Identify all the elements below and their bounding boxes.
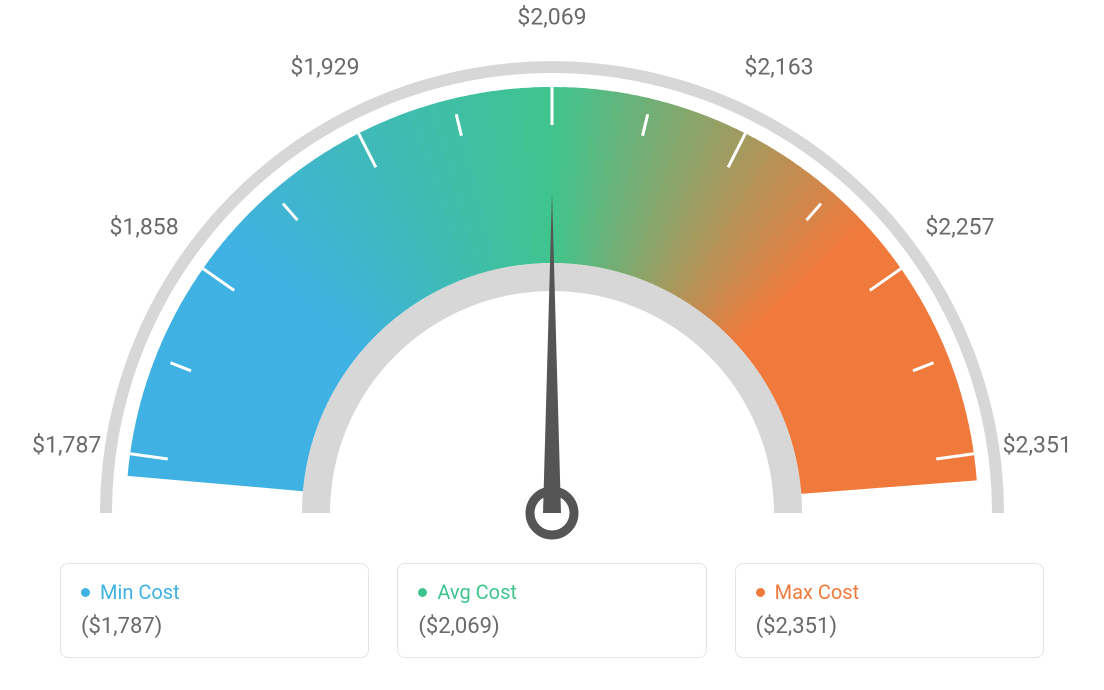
- gauge-tick-label: $1,929: [290, 54, 359, 81]
- chart-container: $1,787 $1,858 $1,929 $2,069 $2,163 $2,257 $2,3…: [0, 0, 1104, 690]
- avg-dot-icon: [418, 588, 427, 597]
- gauge-tick-label: $1,787: [32, 431, 101, 458]
- max-cost-title: Max Cost: [775, 580, 860, 604]
- gauge-tick-label: $2,351: [1003, 431, 1072, 458]
- avg-cost-title: Avg Cost: [437, 580, 517, 604]
- min-dot-icon: [81, 588, 90, 597]
- min-cost-title: Min Cost: [100, 580, 180, 604]
- max-dot-icon: [756, 588, 765, 597]
- summary-cards: Min Cost ($1,787) Avg Cost ($2,069) Max …: [60, 563, 1044, 658]
- min-cost-card: Min Cost ($1,787): [60, 563, 369, 658]
- gauge-tick-label: $2,163: [744, 54, 813, 81]
- max-cost-card: Max Cost ($2,351): [735, 563, 1044, 658]
- gauge-tick-label: $1,858: [109, 214, 178, 241]
- gauge: $1,787 $1,858 $1,929 $2,069 $2,163 $2,257 $2,3…: [0, 0, 1104, 560]
- gauge-svg: [0, 0, 1104, 560]
- avg-cost-value: ($2,069): [418, 614, 685, 639]
- max-cost-value: ($2,351): [756, 614, 1023, 639]
- min-cost-value: ($1,787): [81, 614, 348, 639]
- gauge-tick-label: $2,257: [925, 214, 994, 241]
- gauge-tick-label: $2,069: [517, 4, 586, 31]
- avg-cost-card: Avg Cost ($2,069): [397, 563, 706, 658]
